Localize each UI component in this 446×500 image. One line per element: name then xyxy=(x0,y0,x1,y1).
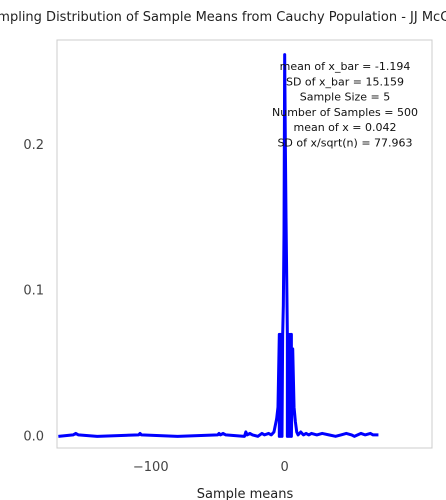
annotation-line: SD of x/sqrt(n) = 77.963 xyxy=(277,137,412,150)
x-tick-label: 0 xyxy=(281,460,289,475)
y-tick-label: 0.2 xyxy=(23,138,44,153)
y-tick-label: 0.1 xyxy=(23,284,44,299)
stats-annotation: mean of x_bar = -1.194 SD of x_bar = 15.1… xyxy=(272,60,418,150)
y-tick-label: 0.0 xyxy=(23,429,44,444)
plot-area-frame xyxy=(56,39,433,449)
x-axis-title: Sample means xyxy=(197,487,294,500)
chart-title: Sampling Distribution of Sample Means fr… xyxy=(0,10,446,25)
x-tick-label: −100 xyxy=(133,460,169,475)
annotation-line: mean of x_bar = -1.194 xyxy=(280,60,411,73)
annotation-line: SD of x_bar = 15.159 xyxy=(286,75,404,88)
annotation-line: mean of x = 0.042 xyxy=(293,121,396,134)
series-line xyxy=(58,53,379,438)
annotation-line: Sample Size = 5 xyxy=(300,91,391,104)
annotation-line: Number of Samples = 500 xyxy=(272,106,418,119)
axes: 0.0 0.1 0.2 −100 0 xyxy=(23,138,289,475)
series-layer xyxy=(58,53,379,438)
